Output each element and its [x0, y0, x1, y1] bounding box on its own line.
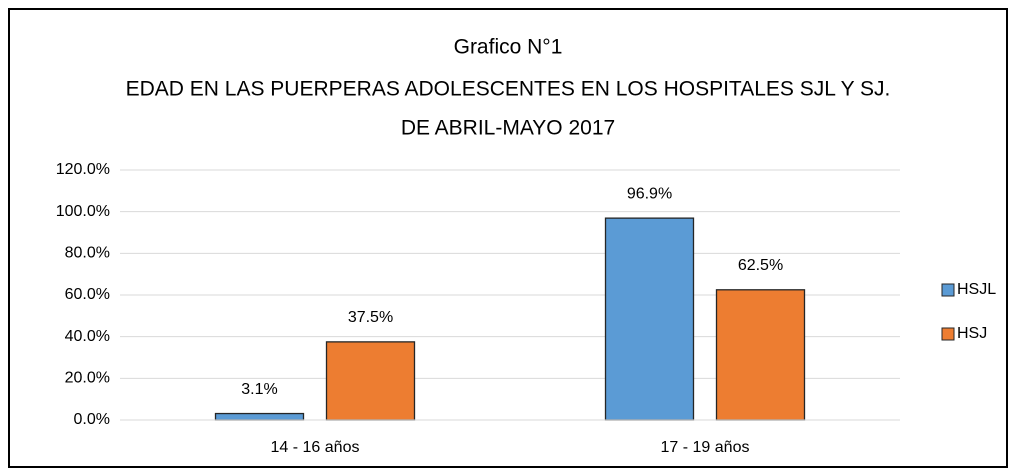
x-tick-label: 14 - 16 años	[271, 439, 360, 456]
chart-border	[8, 8, 1008, 468]
y-tick-label: 20.0%	[65, 370, 110, 387]
y-tick-label: 60.0%	[65, 286, 110, 303]
bar	[214, 412, 305, 421]
legend-label: HSJ	[957, 325, 987, 342]
x-tick-label: 17 - 19 años	[661, 439, 750, 456]
y-tick-label: 0.0%	[74, 411, 110, 428]
y-tick-label: 100.0%	[56, 203, 110, 220]
chart-title: Grafico N°1	[454, 36, 563, 59]
chart-title: DE ABRIL-MAYO 2017	[401, 117, 615, 140]
bar	[715, 289, 806, 421]
legend-swatch	[941, 283, 955, 297]
legend-label: HSJL	[957, 281, 996, 298]
data-label: 37.5%	[348, 309, 393, 326]
y-tick-label: 80.0%	[65, 245, 110, 262]
bar	[325, 341, 416, 421]
y-tick-label: 120.0%	[56, 161, 110, 178]
data-label: 96.9%	[627, 185, 672, 202]
data-label: 62.5%	[738, 257, 783, 274]
bar	[604, 217, 695, 421]
data-label: 3.1%	[241, 381, 277, 398]
chart-title: EDAD EN LAS PUERPERAS ADOLESCENTES EN LO…	[126, 78, 891, 101]
legend-swatch	[941, 327, 955, 341]
y-tick-label: 40.0%	[65, 328, 110, 345]
